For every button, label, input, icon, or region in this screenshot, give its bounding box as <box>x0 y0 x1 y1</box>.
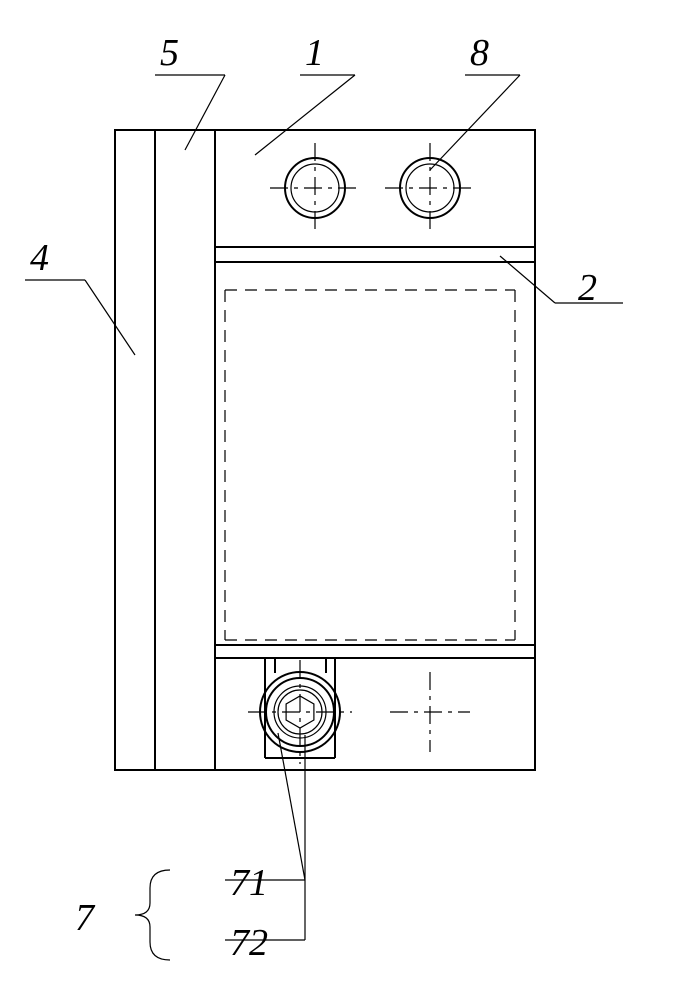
callout-8-label: 8 <box>470 32 489 74</box>
callout-4-label: 4 <box>30 237 49 279</box>
brace-7 <box>135 870 170 960</box>
callout-2-label: 2 <box>578 267 597 309</box>
callout-71-leader <box>278 733 305 880</box>
callout-2-leader <box>500 256 555 303</box>
callout-72-label: 72 <box>230 922 268 964</box>
callout-7-label: 7 <box>75 897 96 939</box>
callout-1-label: 1 <box>305 32 324 74</box>
callout-8-leader <box>430 75 520 170</box>
callout-5-label: 5 <box>160 32 179 74</box>
callout-71-label: 71 <box>230 862 268 904</box>
callout-4-leader <box>85 280 135 355</box>
callout-5-leader <box>185 75 225 150</box>
callout-1-leader <box>255 75 355 155</box>
outer-body <box>115 130 535 770</box>
